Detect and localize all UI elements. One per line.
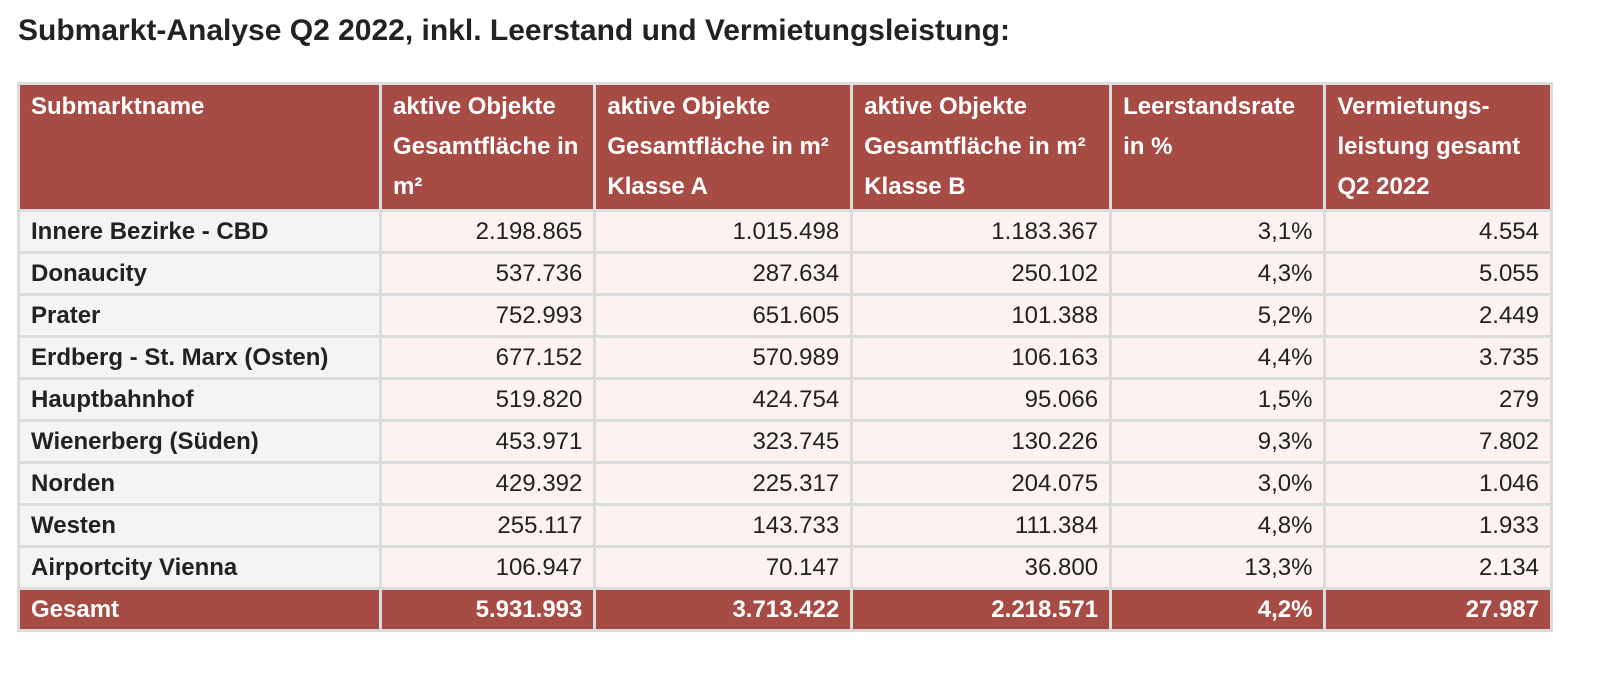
cell: 570.989: [596, 338, 851, 377]
cell: 537.736: [382, 254, 594, 293]
header-row: Submarktname aktive Objekte Gesamtfläche …: [20, 85, 1550, 209]
cell: 1.183.367: [853, 212, 1110, 251]
row-label: Norden: [20, 464, 380, 503]
row: Erdberg - St. Marx (Osten) 677.152 570.989…: [20, 338, 1550, 377]
cell: 3,1%: [1112, 212, 1324, 251]
cell: 36.800: [853, 548, 1110, 587]
row-label: Airportcity Vienna: [20, 548, 380, 587]
cell: 677.152: [382, 338, 594, 377]
row-label: Donaucity: [20, 254, 380, 293]
cell: 287.634: [596, 254, 851, 293]
cell: 5.931.993: [382, 590, 594, 629]
cell: 4,2%: [1112, 590, 1324, 629]
row: Airportcity Vienna 106.947 70.147 36.800 13,…: [20, 548, 1550, 587]
cell: 279: [1326, 380, 1550, 419]
header-cell: aktive Objekte Gesamtfläche in m² Klasse…: [853, 85, 1110, 209]
header-cell: Vermietungs-leistung gesamt Q2 2022: [1326, 85, 1550, 209]
cell: 4,3%: [1112, 254, 1324, 293]
row: Prater 752.993 651.605 101.388 5,2% 2.449: [20, 296, 1550, 335]
cell: 9,3%: [1112, 422, 1324, 461]
cell: 2.449: [1326, 296, 1550, 335]
cell: 2.198.865: [382, 212, 594, 251]
cell: 7.802: [1326, 422, 1550, 461]
header-cell: Leerstandsrate in %: [1112, 85, 1324, 209]
row: Westen 255.117 143.733 111.384 4,8% 1.933: [20, 506, 1550, 545]
cell: 651.605: [596, 296, 851, 335]
cell: 519.820: [382, 380, 594, 419]
cell: 323.745: [596, 422, 851, 461]
header-cell: Submarktname: [20, 85, 380, 209]
cell: 5.055: [1326, 254, 1550, 293]
cell: 1.015.498: [596, 212, 851, 251]
cell: 5,2%: [1112, 296, 1324, 335]
row: Norden 429.392 225.317 204.075 3,0% 1.046: [20, 464, 1550, 503]
row: Wienerberg (Süden) 453.971 323.745 130.226 9…: [20, 422, 1550, 461]
cell: 2.134: [1326, 548, 1550, 587]
cell: 1.933: [1326, 506, 1550, 545]
cell: 204.075: [853, 464, 1110, 503]
row-label: Westen: [20, 506, 380, 545]
cell: 752.993: [382, 296, 594, 335]
cell: 250.102: [853, 254, 1110, 293]
cell: 1,5%: [1112, 380, 1324, 419]
cell: 106.947: [382, 548, 594, 587]
cell: 429.392: [382, 464, 594, 503]
cell: 27.987: [1326, 590, 1550, 629]
cell: 106.163: [853, 338, 1110, 377]
table-body: Innere Bezirke - CBD 2.198.865 1.015.498 1.…: [20, 212, 1550, 629]
cell: 70.147: [596, 548, 851, 587]
cell: 255.117: [382, 506, 594, 545]
header-cell: aktive Objekte Gesamtfläche in m²: [382, 85, 594, 209]
row-label: Prater: [20, 296, 380, 335]
cell: 4,4%: [1112, 338, 1324, 377]
header-cell: aktive Objekte Gesamtfläche in m² Klasse…: [596, 85, 851, 209]
cell: 130.226: [853, 422, 1110, 461]
cell: 3.713.422: [596, 590, 851, 629]
cell: 3,0%: [1112, 464, 1324, 503]
table: Submarktname aktive Objekte Gesamtfläche …: [17, 82, 1553, 632]
cell: 4,8%: [1112, 506, 1324, 545]
cell: 2.218.571: [853, 590, 1110, 629]
cell: 424.754: [596, 380, 851, 419]
row-label: Hauptbahnhof: [20, 380, 380, 419]
cell: 453.971: [382, 422, 594, 461]
cell: 101.388: [853, 296, 1110, 335]
title: Submarkt-Analyse Q2 2022, inkl. Leerstan…: [18, 14, 1010, 47]
row-label: Wienerberg (Süden): [20, 422, 380, 461]
cell: 111.384: [853, 506, 1110, 545]
total-row: Gesamt 5.931.993 3.713.422 2.218.571 4,2% 27.…: [20, 590, 1550, 629]
row-label: Gesamt: [20, 590, 380, 629]
row: Hauptbahnhof 519.820 424.754 95.066 1,5% 279: [20, 380, 1550, 419]
cell: 143.733: [596, 506, 851, 545]
cell: 225.317: [596, 464, 851, 503]
cell: 13,3%: [1112, 548, 1324, 587]
row-label: Innere Bezirke - CBD: [20, 212, 380, 251]
cell: 3.735: [1326, 338, 1550, 377]
cell: 95.066: [853, 380, 1110, 419]
row: Donaucity 537.736 287.634 250.102 4,3% 5.055: [20, 254, 1550, 293]
row-label: Erdberg - St. Marx (Osten): [20, 338, 380, 377]
cell: 1.046: [1326, 464, 1550, 503]
row: Innere Bezirke - CBD 2.198.865 1.015.498 1.…: [20, 212, 1550, 251]
cell: 4.554: [1326, 212, 1550, 251]
